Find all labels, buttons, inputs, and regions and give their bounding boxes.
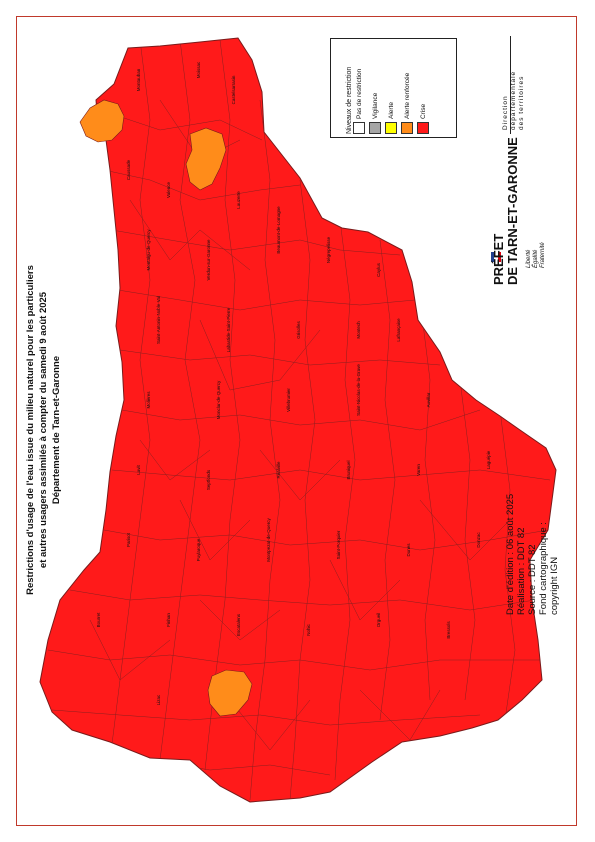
legend-swatch-0: [353, 122, 365, 134]
commune-label: Bressols: [446, 621, 451, 639]
commune-borders: [47, 39, 551, 801]
commune-label: Valence: [166, 182, 171, 198]
commune-label: Puylaroque: [196, 538, 201, 561]
commune-label: Dunes: [406, 543, 411, 557]
commune-label: Saint-Antonin-Noble-Val: [156, 296, 161, 344]
prefecture-block: PRÉFET DE TARN-ET-GARONNE: [491, 137, 520, 285]
ddt-divider: [510, 36, 511, 134]
commune-label: Bourret: [96, 612, 101, 628]
commune-label: Parisot: [126, 532, 131, 547]
edition-basemap: Fond cartographique :: [538, 522, 549, 615]
commune-label: Caylus: [376, 262, 381, 277]
prefecture-line-1: PRÉFET: [491, 233, 506, 285]
commune-label: Montech: [356, 321, 361, 339]
legend-label-3: Alerte renforcée: [403, 72, 411, 119]
commune-label: Beaumont-de-Lomagne: [276, 206, 281, 254]
ddt-line-1: départementale: [510, 70, 517, 130]
commune-label: Molières: [146, 391, 151, 409]
commune-label: Orgueil: [376, 613, 381, 628]
commune-label: Labastide-Saint-Pierre: [226, 307, 231, 352]
commune-label: Laguépie: [486, 450, 491, 469]
commune-label: Monclar-de-Quercy: [216, 380, 221, 419]
department-outline: [39, 37, 557, 803]
legend-label-1: Vigilance: [371, 92, 379, 119]
commune-label: Lizac: [156, 694, 161, 705]
commune-label: Saint-Porquier: [336, 530, 341, 559]
legend-label-2: Alerte: [387, 102, 395, 119]
commune-label: Escatalens: [236, 613, 241, 636]
motto-egalite: Égalité: [533, 249, 539, 268]
prefecture-line-2: DE TARN-ET-GARONNE: [505, 137, 520, 285]
legend-item-4: Crise: [416, 96, 434, 134]
edition-copyright: copyright IGN: [549, 556, 560, 615]
legend-swatch-2: [385, 122, 397, 134]
commune-label: Réalville: [276, 461, 281, 479]
legend-box: [330, 38, 457, 138]
commune-label: Caussade: [126, 159, 131, 180]
legend-swatch-3: [401, 122, 413, 134]
commune-label: Finhan: [166, 613, 171, 627]
commune-label: Saint-Nicolas-de-la-Grave: [356, 364, 361, 416]
commune-label: Varen: [416, 464, 421, 476]
commune-label: Donzac: [476, 532, 481, 548]
commune-label: Auvillar: [426, 392, 431, 407]
commune-label: Nohic: [306, 624, 311, 636]
ddt-block: Direction départementale des territoires: [502, 71, 526, 130]
edition-source: Source : DDT 82: [527, 544, 538, 615]
legend-swatch-4: [417, 122, 429, 134]
edition-date: Date d'édition : 06 août 2025: [505, 493, 516, 615]
commune-label: Lauzerte: [236, 191, 241, 209]
motto-block: Liberté Égalité Fraternité: [526, 242, 547, 268]
legend-swatch-1: [369, 122, 381, 134]
commune-label: Bruniquel: [346, 460, 351, 479]
zone-alerte-renforcee-north: [185, 127, 227, 191]
commune-label: Grisolles: [296, 321, 301, 339]
motto-fraternite: Fraternité: [540, 242, 546, 268]
commune-label: Montauban: [136, 68, 141, 91]
legend-label-0: Pas de restriction: [355, 68, 363, 119]
ddt-line-2: des territoires: [518, 75, 525, 130]
zone-alerte-renforcee-north-west: [79, 99, 125, 143]
commune-label: Nègrepelisse: [326, 236, 331, 263]
commune-label: Lafrançaise: [396, 318, 401, 342]
zone-alerte-renforcee-south: [207, 669, 253, 717]
motto-liberte: Liberté: [526, 249, 532, 268]
commune-label: Montaigu-de-Quercy: [146, 229, 151, 271]
ddt-line-0: Direction: [502, 95, 509, 130]
commune-label: Castelsarrasin: [231, 75, 236, 104]
page-frame: [16, 16, 577, 826]
legend-label-4: Crise: [419, 103, 427, 119]
commune-label: Moissac: [196, 61, 201, 78]
commune-label: Lavit: [136, 465, 141, 475]
commune-label: Villebrumier: [286, 388, 291, 412]
commune-labels: Montauban Moissac Castelsarrasin Caussade Va…: [96, 61, 491, 705]
edition-info: Date d'édition : 06 août 2025 Réalisatio…: [505, 494, 560, 615]
commune-label: Montpezat-de-Quercy: [266, 517, 271, 561]
commune-label: Verdun-sur-Garonne: [206, 239, 211, 281]
edition-author: Réalisation : DDT 82: [516, 527, 527, 615]
commune-label: Septfonds: [206, 469, 211, 490]
